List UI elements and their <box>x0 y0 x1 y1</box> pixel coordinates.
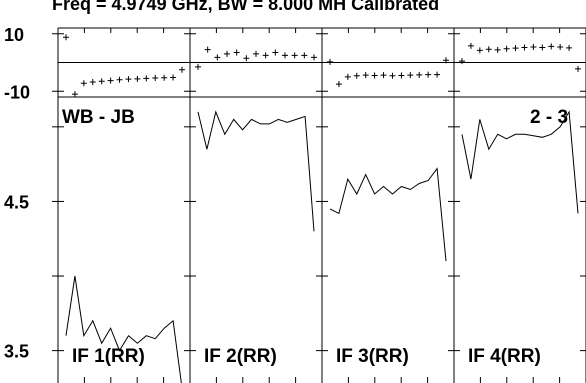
phase-point <box>204 46 211 53</box>
phase-point <box>380 72 387 79</box>
phase-point <box>214 54 221 61</box>
phase-point <box>362 72 369 79</box>
amplitude-line <box>461 110 579 214</box>
phase-point <box>494 46 501 53</box>
phase-point <box>416 71 423 78</box>
phase-point <box>575 65 581 72</box>
phase-point <box>407 72 414 79</box>
phase-point <box>134 75 141 82</box>
phase-point <box>311 54 317 61</box>
phase-point <box>152 75 159 82</box>
phase-point <box>557 43 564 50</box>
phase-point <box>262 52 269 59</box>
phase-point <box>179 66 185 73</box>
phase-point <box>301 52 308 59</box>
phase-point <box>512 45 519 52</box>
phase-point <box>389 72 396 79</box>
phase-point <box>503 45 510 52</box>
phase-point <box>224 50 230 57</box>
y-tick-labels: 10 -10 4.5 3.5 <box>4 25 30 362</box>
y-tick-label-top: 10 <box>4 25 24 45</box>
phase-point <box>530 43 537 50</box>
phase-point <box>253 50 259 57</box>
phase-point <box>371 72 378 79</box>
phase-point <box>566 44 573 51</box>
phase-point <box>125 76 132 83</box>
panel-2 <box>195 46 317 232</box>
phase-point <box>243 55 250 62</box>
phase-point <box>89 79 96 86</box>
amplitude-line <box>197 110 315 232</box>
y-tick-label-main: 4.5 <box>4 192 29 212</box>
annotation-left: WB - JB <box>62 107 135 128</box>
phase-point <box>116 76 123 83</box>
phase-point <box>476 47 483 54</box>
amplitude-line <box>65 275 182 383</box>
axis-ticks <box>52 28 586 383</box>
panel-label-1: IF 1(RR) <box>72 346 145 367</box>
phase-point <box>398 72 405 79</box>
phase-point <box>344 73 351 80</box>
phase-point <box>434 71 441 78</box>
y-tick-label-top: -10 <box>4 82 30 102</box>
phase-point <box>143 75 150 82</box>
panel-label-2: IF 2(RR) <box>204 346 277 367</box>
phase-point <box>71 91 78 98</box>
y-tick-label-main: 3.5 <box>4 342 29 362</box>
series-group <box>63 34 581 383</box>
panel-1 <box>63 34 185 383</box>
panel-label-3: IF 3(RR) <box>336 346 409 367</box>
phase-point <box>521 44 528 51</box>
phase-point <box>443 57 449 64</box>
phase-point <box>107 77 114 84</box>
panel-4 <box>459 42 581 214</box>
panel-labels: IF 1(RR) IF 2(RR) IF 3(RR) IF 4(RR) <box>72 346 541 367</box>
panel-3 <box>327 57 449 262</box>
phase-point <box>161 74 168 81</box>
phase-point <box>327 58 333 65</box>
chart-title: Freq = 4.9749 GHz, BW = 8.000 MH Calibra… <box>52 0 439 14</box>
phase-point <box>98 78 105 85</box>
phase-point <box>282 52 288 59</box>
phase-point <box>272 49 279 56</box>
phase-point <box>291 52 298 59</box>
phase-point <box>548 43 555 50</box>
phase-point <box>353 72 360 79</box>
phase-point <box>170 74 177 81</box>
phase-point <box>233 49 240 56</box>
phase-point <box>195 63 201 70</box>
phase-point <box>467 42 474 49</box>
phase-point <box>539 44 546 51</box>
phase-point <box>63 34 69 41</box>
phase-point <box>80 80 87 87</box>
panel-label-4: IF 4(RR) <box>468 346 541 367</box>
phase-point <box>459 58 465 65</box>
phase-point <box>485 46 492 53</box>
phase-point <box>335 81 342 88</box>
plot-frame <box>57 27 586 383</box>
annotation-right: 2 - 3 <box>530 107 568 128</box>
amplitude-line <box>329 167 447 262</box>
phase-point <box>425 71 432 78</box>
